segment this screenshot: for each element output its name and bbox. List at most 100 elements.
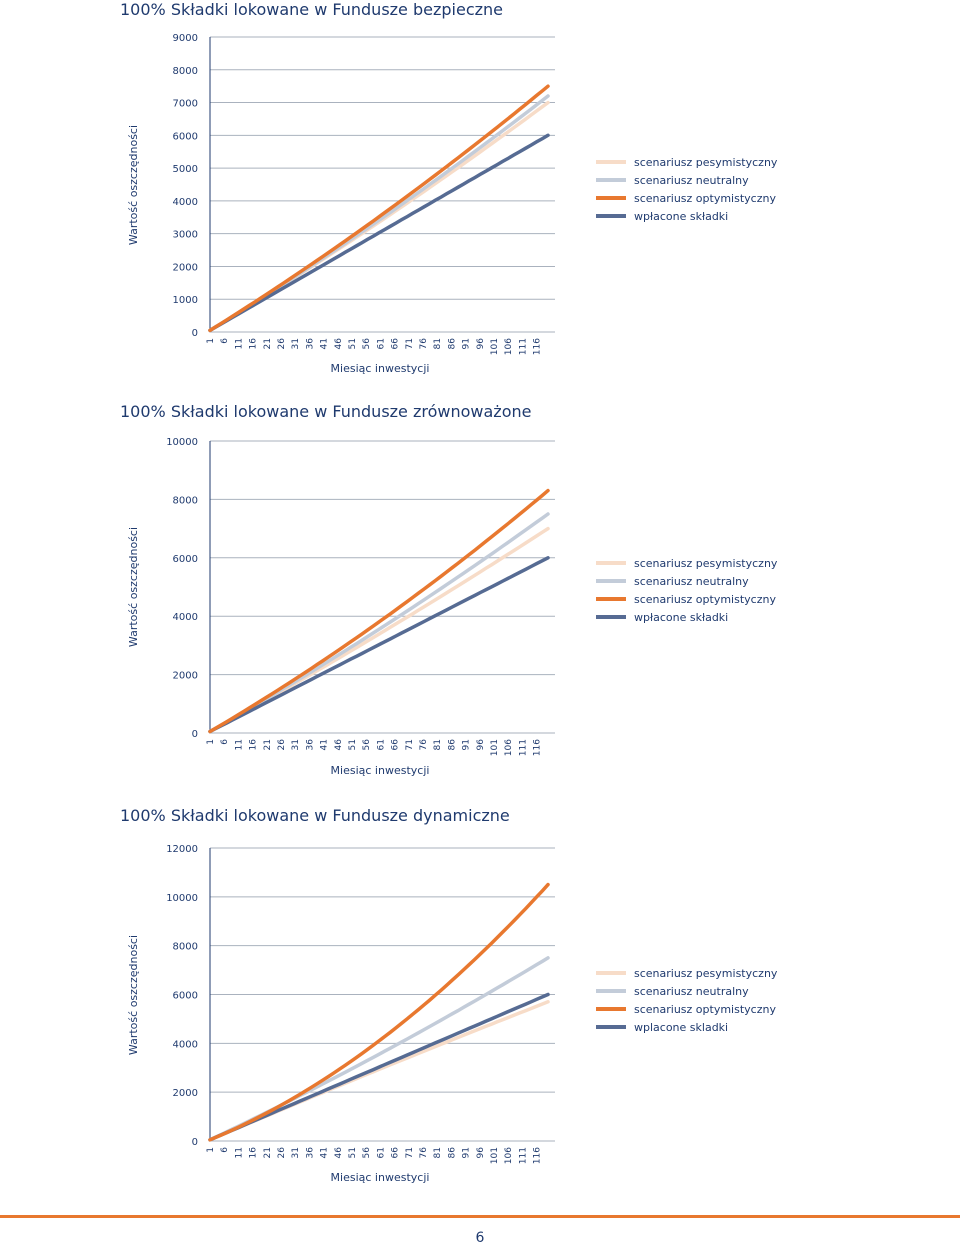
x-tick-label: 96 [476,739,486,751]
x-tick-label: 91 [462,1147,472,1158]
y-tick-label: 2000 [173,262,198,273]
x-tick-label: 56 [362,1147,372,1159]
x-tick-label: 36 [305,338,315,350]
x-tick-label: 106 [504,338,514,355]
legend-label: scenariusz pesymistyczny [634,156,778,169]
y-tick-label: 6000 [173,131,198,142]
series-line-optymistyczny [208,882,550,1142]
y-axis-label: Wartość oszczędności [127,527,140,647]
y-tick-label: 4000 [173,197,198,208]
y-tick-label: 6000 [173,991,198,1002]
y-tick-label: 6000 [173,554,198,565]
series-line-wplacone [208,556,550,734]
y-axis-label: Wartość oszczędności [127,125,140,245]
x-tick-label: 116 [533,739,543,756]
legend-label: scenariusz neutralny [634,174,749,187]
x-tick-label: 96 [476,338,486,350]
y-tick-label: 10000 [166,437,198,448]
y-tick-label: 0 [192,729,198,740]
chart-title: 100% Składki lokowane w Fundusze dynamic… [120,806,510,825]
x-tick-label: 116 [533,1147,543,1164]
x-axis-label: Miesiąc inwestycji [331,764,430,777]
y-tick-label: 3000 [173,230,198,241]
x-tick-label: 51 [348,1147,358,1158]
x-tick-label: 111 [518,1147,528,1164]
x-tick-label: 66 [391,1147,401,1159]
legend-label: scenariusz optymistyczny [634,192,776,205]
chart-zrownowazone: 100% Składki lokowane w Fundusze zrównow… [0,402,960,792]
series-line-neutralny [208,956,550,1142]
x-tick-label: 76 [419,338,429,350]
x-tick-label: 41 [320,739,330,750]
x-tick-label: 96 [476,1147,486,1159]
y-tick-label: 8000 [173,942,198,953]
x-tick-label: 116 [533,338,543,355]
x-tick-label: 1 [206,739,216,745]
x-tick-label: 51 [348,739,358,750]
x-tick-label: 11 [234,1147,244,1158]
y-tick-label: 7000 [173,99,198,110]
y-tick-label: 2000 [173,1088,198,1099]
x-tick-label: 81 [433,338,443,349]
x-tick-label: 111 [518,739,528,756]
x-tick-label: 91 [462,739,472,750]
y-tick-label: 10000 [166,893,198,904]
chart-bezpieczne: 100% Składki lokowane w Fundusze bezpiec… [0,0,960,385]
x-tick-label: 11 [234,739,244,750]
x-tick-label: 91 [462,338,472,349]
x-tick-label: 46 [334,338,344,350]
y-tick-label: 8000 [173,66,198,77]
x-tick-label: 56 [362,338,372,350]
x-tick-label: 86 [447,1147,457,1159]
x-tick-label: 1 [206,1147,216,1153]
x-tick-label: 1 [206,338,216,344]
legend-label: scenariusz neutralny [634,575,749,588]
legend-label: scenariusz pesymistyczny [634,557,778,570]
x-tick-label: 26 [277,338,287,350]
legend-label: scenariusz optymistyczny [634,593,776,606]
x-tick-label: 26 [277,739,287,751]
y-tick-label: 1000 [173,295,198,306]
y-tick-label: 4000 [173,612,198,623]
x-tick-label: 101 [490,338,500,355]
series-line-wplacone [208,133,550,333]
x-tick-label: 71 [405,739,415,750]
x-tick-label: 101 [490,739,500,756]
y-tick-label: 4000 [173,1039,198,1050]
chart-dynamiczne: 100% Składki lokowane w Fundusze dynamic… [0,806,960,1196]
y-tick-label: 2000 [173,671,198,682]
x-tick-label: 76 [419,1147,429,1159]
x-tick-label: 51 [348,338,358,349]
x-tick-label: 81 [433,1147,443,1158]
page-number: 6 [475,1230,485,1246]
x-tick-label: 36 [305,739,315,751]
series-line-optymistyczny [208,488,550,734]
x-tick-label: 16 [249,1147,259,1159]
y-tick-label: 12000 [166,844,198,855]
x-tick-label: 11 [234,338,244,349]
x-tick-label: 61 [376,1147,386,1158]
x-tick-label: 66 [391,739,401,751]
x-tick-label: 76 [419,739,429,751]
legend-label: wpłacone składki [634,210,728,223]
x-tick-label: 71 [405,1147,415,1158]
x-tick-label: 16 [249,739,259,751]
x-tick-label: 6 [220,338,230,344]
x-axis-label: Miesiąc inwestycji [331,1171,430,1184]
x-tick-label: 41 [320,338,330,349]
y-axis-label: Wartość oszczędności [127,935,140,1055]
x-tick-label: 6 [220,1147,230,1153]
x-tick-label: 106 [504,1147,514,1164]
x-tick-label: 56 [362,739,372,751]
y-tick-label: 9000 [173,33,198,44]
y-tick-label: 0 [192,328,198,339]
x-tick-label: 101 [490,1147,500,1164]
x-tick-label: 31 [291,739,301,750]
x-tick-label: 36 [305,1147,315,1159]
x-tick-label: 31 [291,1147,301,1158]
series-line-optymistyczny [208,84,550,333]
x-tick-label: 66 [391,338,401,350]
